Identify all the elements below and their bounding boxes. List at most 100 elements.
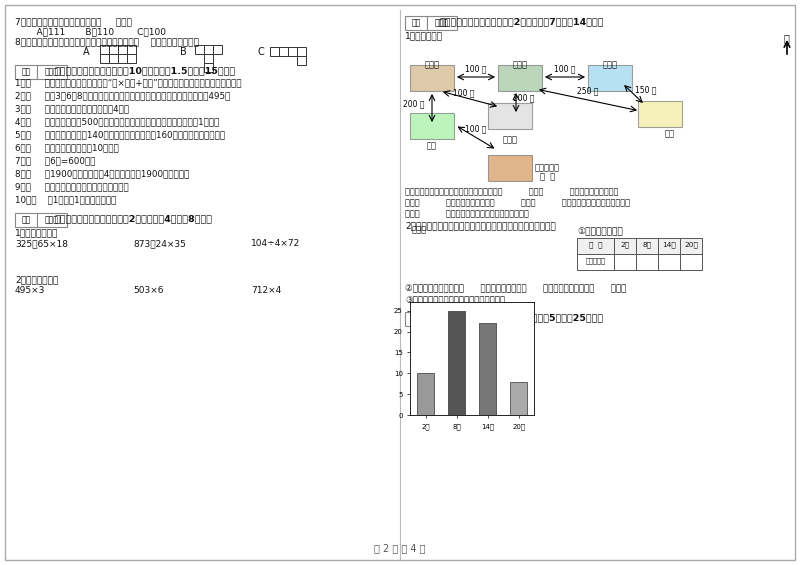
Bar (479, 323, 497, 415)
Bar (270, 47, 279, 56)
Text: 200 米: 200 米 (514, 93, 534, 102)
Text: 世纪欢乐园: 世纪欢乐园 (535, 163, 560, 172)
Text: 200 米: 200 米 (403, 99, 425, 108)
Text: 2．（     ）用3、6、8这三个数字组成的最大三位数与最小三位数，它们相差495。: 2．（ ）用3、6、8这三个数字组成的最大三位数与最小三位数，它们相差495。 (15, 91, 230, 100)
Text: B: B (180, 47, 186, 57)
Bar (37, 213, 67, 227)
Bar (577, 254, 614, 270)
Bar (109, 54, 118, 63)
Text: 得分: 得分 (411, 19, 421, 28)
Bar (213, 45, 222, 54)
Text: 150 米: 150 米 (634, 85, 656, 94)
Text: 873－24×35: 873－24×35 (133, 239, 186, 248)
Text: ）走（          ）米到天鹅湖，再从天鹅湖到到沙滩。: ）走（ ）米到天鹅湖，再从天鹅湖到到沙滩。 (405, 209, 529, 218)
Text: ②这一天的最高气温是（      ）度，最低气温是（      ）度，平均气温大约（      ）度。: ②这一天的最高气温是（ ）度，最低气温是（ ）度，平均气温大约（ ）度。 (405, 283, 626, 292)
Text: 四、看清题目，细心计算（割2小题，每题4分，內8分）。: 四、看清题目，细心计算（割2小题，每题4分，內8分）。 (55, 214, 213, 223)
Text: 动物园: 动物园 (513, 60, 527, 69)
Text: 天鹅湖: 天鹅湖 (602, 60, 618, 69)
Bar (636, 238, 658, 254)
Bar (427, 16, 457, 30)
Text: 2时: 2时 (621, 242, 630, 248)
Text: 得分: 得分 (411, 315, 421, 324)
Text: 五、认真思考，综合能力（割2小题，每题7分，全14分）。: 五、认真思考，综合能力（割2小题，每题7分，全14分）。 (440, 17, 605, 26)
Bar (195, 45, 204, 54)
Text: 牧场: 牧场 (427, 141, 437, 150)
Bar (418, 373, 434, 415)
Bar (588, 65, 632, 91)
Bar (427, 312, 457, 326)
Text: 1、递等式计算。: 1、递等式计算。 (15, 228, 58, 237)
Bar (100, 45, 109, 54)
Text: 2、下面是气温自测仪上记录的某天四个不同时间的气温情况。: 2、下面是气温自测仪上记录的某天四个不同时间的气温情况。 (405, 221, 556, 230)
Bar (498, 65, 542, 91)
Bar (109, 45, 118, 54)
Bar (100, 54, 109, 63)
Text: 250 米: 250 米 (578, 86, 598, 95)
Text: 游乐园: 游乐园 (425, 60, 439, 69)
Text: 7．最大的三位数是最大一位数的（     ）倍。: 7．最大的三位数是最大一位数的（ ）倍。 (15, 17, 132, 26)
Bar (680, 254, 702, 270)
Text: 小丽想从世纪欢乐园大门到沙滩，可以先向（          ）走（          ）米到动物园，再向（: 小丽想从世纪欢乐园大门到沙滩，可以先向（ ）走（ ）米到动物园，再向（ (405, 187, 618, 196)
Text: 6．（     ）小明家客厅面积是10公顿。: 6．（ ）小明家客厅面积是10公顿。 (15, 143, 119, 152)
Bar (410, 113, 454, 139)
Text: 评卷人: 评卷人 (45, 67, 59, 76)
Text: A: A (83, 47, 90, 57)
Text: 气温（度）: 气温（度） (586, 258, 606, 264)
Bar (15, 65, 37, 79)
Bar (577, 238, 614, 254)
Text: 得分: 得分 (22, 67, 30, 76)
Text: 100 米: 100 米 (466, 124, 486, 133)
Bar (127, 54, 136, 63)
Text: 1．（     ）有余数除法的验算方法是“商×除数+余数”，看得到的结果是否与被除数相等。: 1．（ ）有余数除法的验算方法是“商×除数+余数”，看得到的结果是否与被除数相等… (15, 78, 242, 87)
Bar (297, 56, 306, 65)
Text: 8．（     ）1900年的年份数是4的倍数，所以1900年是闰年。: 8．（ ）1900年的年份数是4的倍数，所以1900年是闰年。 (15, 169, 190, 178)
Bar (405, 312, 427, 326)
Text: 100 米: 100 米 (466, 64, 486, 73)
Text: 10．（    ）1吞铁与1吞棉花一样重。: 10．（ ）1吞铁与1吞棉花一样重。 (15, 195, 116, 204)
Bar (405, 16, 427, 30)
Bar (15, 213, 37, 227)
Text: 2、估算并计算。: 2、估算并计算。 (15, 275, 58, 284)
Text: 三、仔细推敛，正确判断（共10小题，每题1.5分，全15分）。: 三、仔细推敛，正确判断（共10小题，每题1.5分，全15分）。 (55, 66, 236, 75)
Bar (636, 254, 658, 270)
Text: 503×6: 503×6 (133, 286, 163, 295)
Bar (614, 254, 636, 270)
Text: 7．（     ）6分=600秒。: 7．（ ）6分=600秒。 (15, 156, 95, 165)
Bar (297, 47, 306, 56)
Text: A、111       B、110        C、100: A、111 B、110 C、100 (25, 27, 166, 36)
Bar (614, 238, 636, 254)
Text: 大  门: 大 门 (540, 172, 555, 181)
Bar (510, 382, 527, 415)
Bar (680, 238, 702, 254)
Text: 3．（     ）正方形的周长是它的边长的4倍。: 3．（ ）正方形的周长是它的边长的4倍。 (15, 104, 129, 113)
Text: 博物馆: 博物馆 (502, 135, 518, 144)
Text: 5．（     ）一条河平均水深140厘米，一匹小马身高是160厘米，它肯定能通过。: 5．（ ）一条河平均水深140厘米，一匹小马身高是160厘米，它肯定能通过。 (15, 130, 225, 139)
Text: 时  间: 时 间 (589, 242, 602, 248)
Text: 20时: 20时 (684, 242, 698, 248)
Text: 8．下列个图形中，每个小正方形都一样大，那么（    ）图形的周长最长。: 8．下列个图形中，每个小正方形都一样大，那么（ ）图形的周长最长。 (15, 37, 199, 46)
Bar (410, 65, 454, 91)
Text: ③实际算一算，这天的平均气温是多少度？: ③实际算一算，这天的平均气温是多少度？ (405, 295, 505, 304)
Text: 104÷4×72: 104÷4×72 (251, 239, 300, 248)
Text: 4．（     ）小明家离学校500米，他每天上学、回家，一个来回一共要走1千米。: 4．（ ）小明家离学校500米，他每天上学、回家，一个来回一共要走1千米。 (15, 117, 219, 126)
Bar (638, 101, 682, 127)
Text: 14时: 14时 (662, 242, 676, 248)
Bar (658, 238, 680, 254)
Bar (127, 45, 136, 54)
Bar (118, 45, 127, 54)
Text: 得分: 得分 (22, 215, 30, 224)
Text: 712×4: 712×4 (251, 286, 282, 295)
Text: 1、看图填空：: 1、看图填空： (405, 31, 443, 40)
Text: 9．（     ）小明面对着东方时，背对着西方。: 9．（ ）小明面对着东方时，背对着西方。 (15, 182, 129, 191)
Bar (488, 103, 532, 129)
Text: 沙滩: 沙滩 (665, 129, 675, 138)
Bar (279, 47, 288, 56)
Text: ）走（          ）米到天鹅湖，再向（          ）走（          ）米就到了沙滩；也可以先向（: ）走（ ）米到天鹅湖，再向（ ）走（ ）米就到了沙滩；也可以先向（ (405, 198, 630, 207)
Text: 评卷人: 评卷人 (435, 19, 449, 28)
Bar (204, 45, 213, 54)
Text: 100 米: 100 米 (554, 64, 576, 73)
Text: 第 2 页 共 4 页: 第 2 页 共 4 页 (374, 543, 426, 553)
Bar (288, 47, 297, 56)
Text: 100 米: 100 米 (454, 88, 474, 97)
Text: 北: 北 (784, 33, 790, 43)
